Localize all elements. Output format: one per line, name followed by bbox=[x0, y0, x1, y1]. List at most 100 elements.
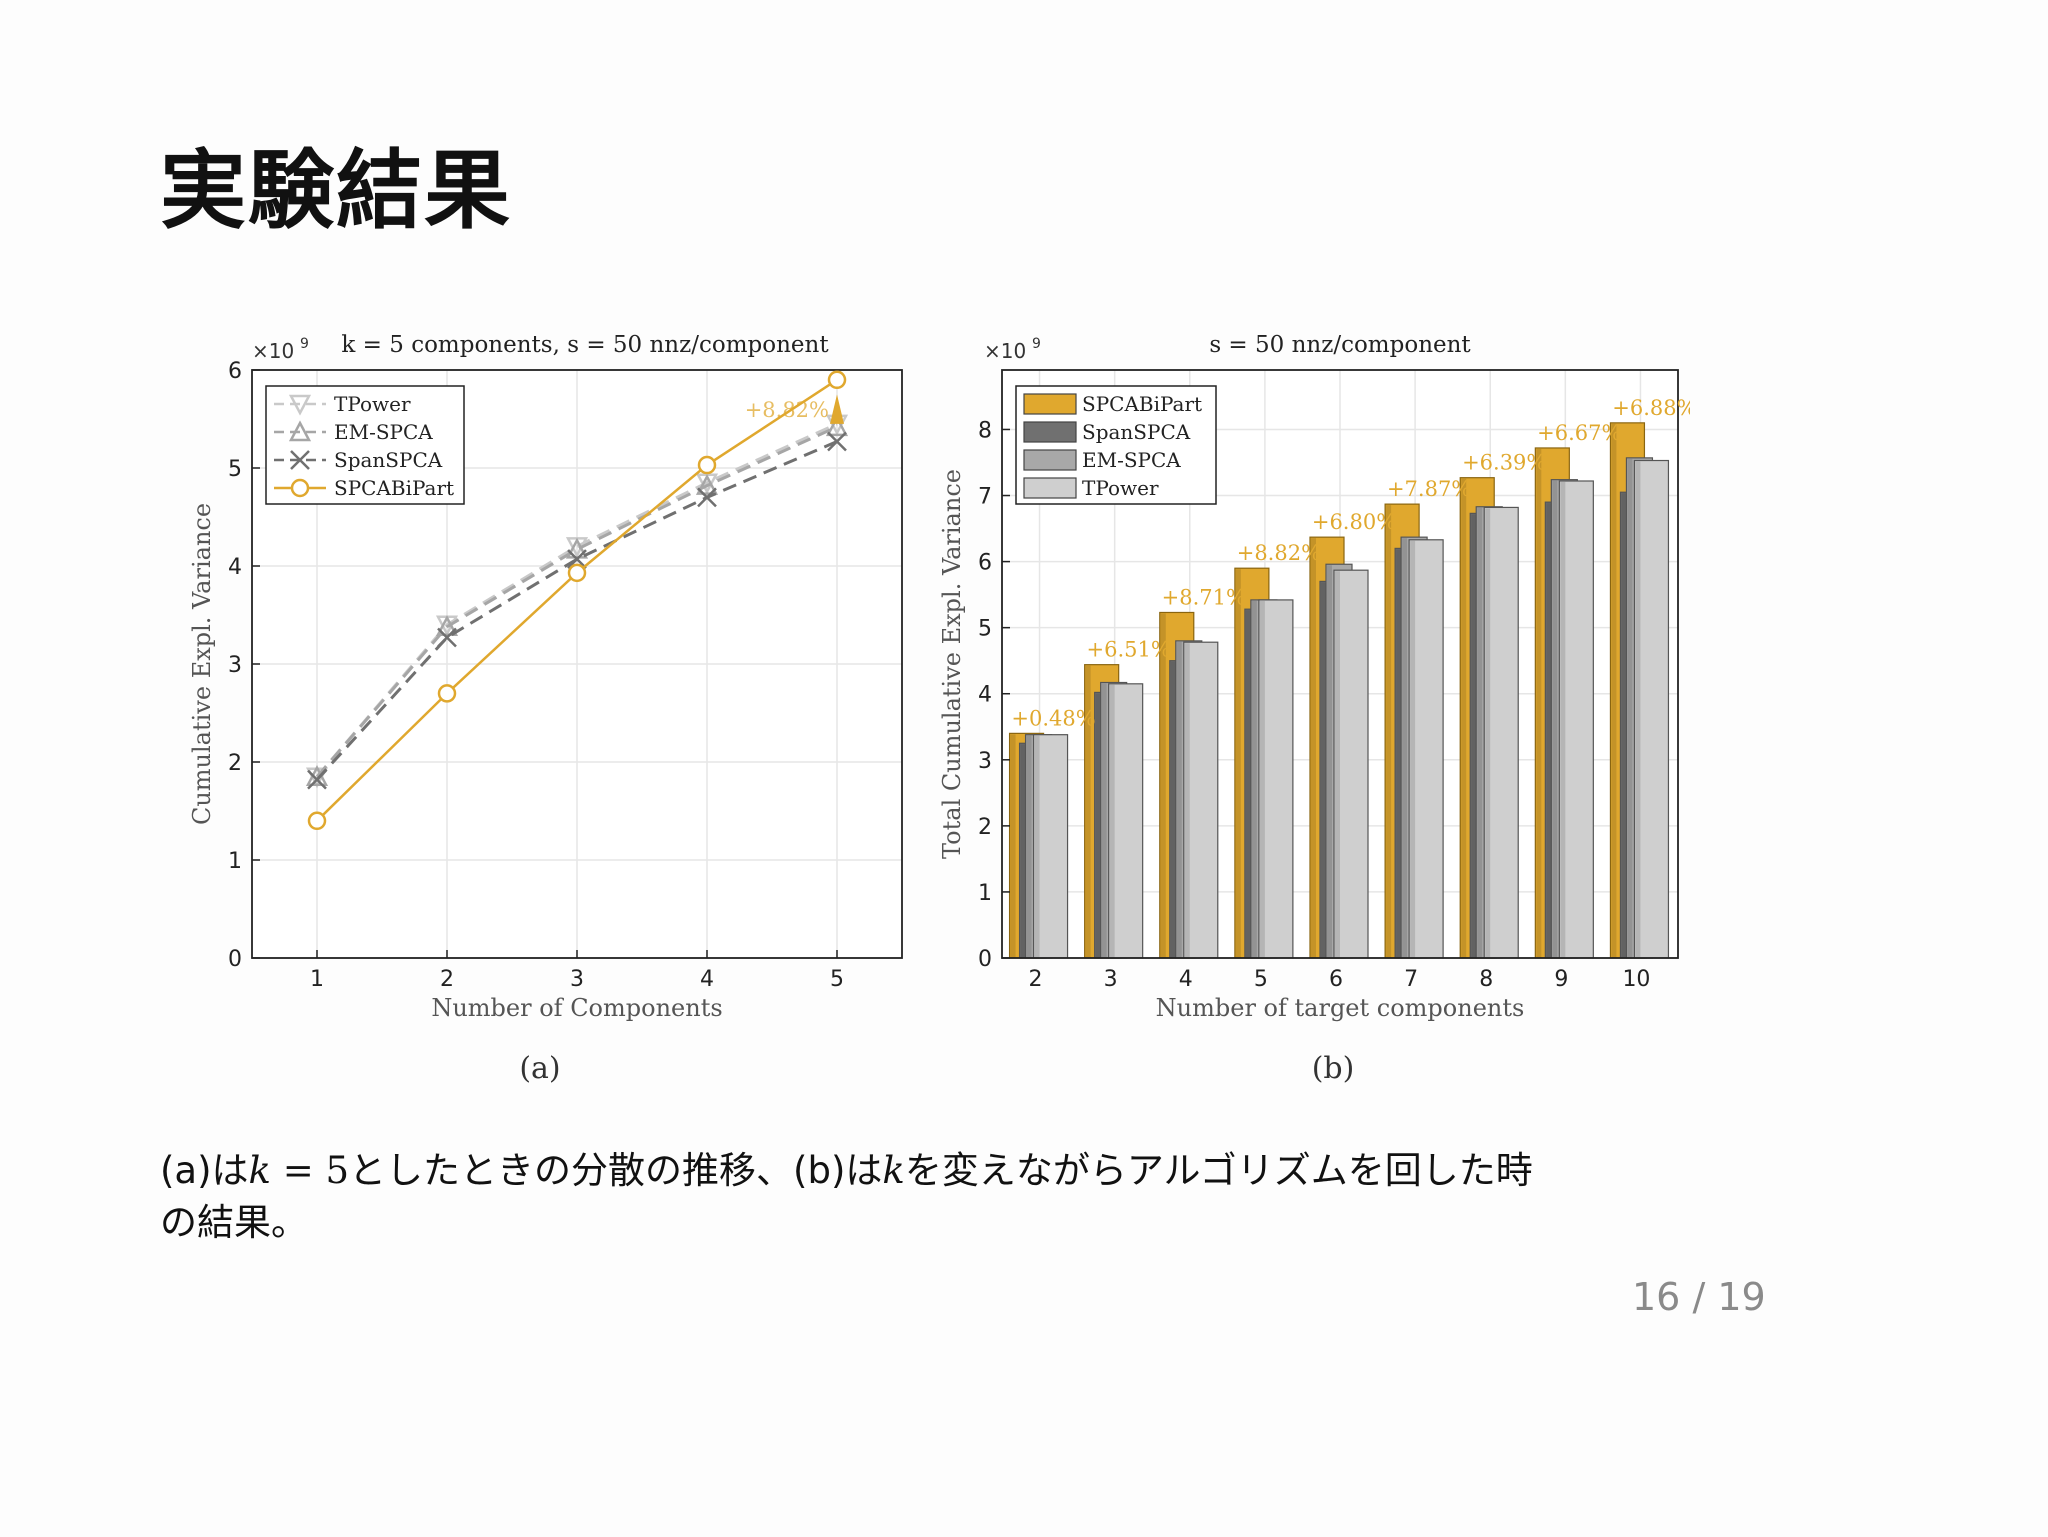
bar-shade bbox=[1095, 693, 1101, 958]
caption-equation: = 5 bbox=[270, 1149, 350, 1192]
caption-b-suffix: を変えながらアルゴリズムを回した時 bbox=[904, 1149, 1533, 1192]
data-point-EM-SPCA bbox=[565, 537, 589, 559]
legend-label: EM-SPCA bbox=[1082, 448, 1181, 472]
bar-TPower bbox=[1108, 683, 1144, 959]
x-tick-label: 2 bbox=[440, 967, 454, 992]
legend-marker bbox=[290, 450, 310, 470]
bar-shade bbox=[1109, 684, 1115, 958]
data-point-EM-SPCA bbox=[435, 615, 459, 637]
data-point-SpanSPCA bbox=[697, 487, 717, 508]
x-tick-label: 5 bbox=[1254, 967, 1268, 992]
bar-shade bbox=[1536, 448, 1542, 958]
data-point-SPCABiPart bbox=[567, 563, 587, 583]
panel-label: (a) bbox=[519, 1051, 560, 1086]
data-point-SpanSPCA bbox=[307, 769, 327, 790]
data-point-SPCABiPart bbox=[697, 455, 717, 475]
bar-TPower bbox=[1483, 506, 1519, 959]
y-tick-label: 6 bbox=[978, 551, 992, 576]
bar-shade bbox=[1461, 478, 1467, 958]
y-axis-label: Total Cumulative Expl. Variance bbox=[938, 469, 966, 859]
bar-TPower bbox=[1633, 459, 1670, 959]
figure-caption: (a)はk = 5としたときの分散の推移、(b)はkを変えながらアルゴリズムを回… bbox=[160, 1145, 1680, 1249]
chart-legend: TPower EM-SPCA SpanSPCA SPCABiPart bbox=[265, 385, 465, 505]
page-separator: / bbox=[1680, 1275, 1718, 1319]
legend-swatch bbox=[1023, 393, 1077, 415]
x-tick-label: 9 bbox=[1554, 967, 1568, 992]
bar-shade bbox=[1235, 569, 1241, 958]
data-point-SpanSPCA bbox=[437, 627, 457, 648]
x-tick-label: 7 bbox=[1404, 967, 1418, 992]
data-point-SPCABiPart bbox=[827, 370, 847, 390]
gain-annotation: +8.82% bbox=[1237, 541, 1321, 565]
legend-label: SpanSPCA bbox=[1082, 420, 1191, 444]
exponent-label: ×10 bbox=[984, 339, 1026, 363]
y-tick-label: 5 bbox=[228, 457, 242, 482]
x-tick-label: 5 bbox=[830, 967, 844, 992]
bar-shade bbox=[1327, 565, 1332, 958]
bar-shade bbox=[1170, 661, 1176, 958]
bar-shade bbox=[1085, 665, 1091, 958]
x-tick-label: 1 bbox=[310, 967, 324, 992]
chart-title: k = 5 components, s = 50 nnz/component bbox=[341, 332, 829, 358]
gain-annotation: +6.51% bbox=[1087, 638, 1171, 662]
data-point-SPCABiPart bbox=[437, 684, 457, 703]
caption-a-suffix: としたときの分散の推移、(b)は bbox=[349, 1149, 883, 1192]
legend-marker bbox=[290, 478, 310, 498]
x-tick-label: 6 bbox=[1329, 967, 1343, 992]
data-point-SpanSPCA bbox=[827, 431, 847, 452]
bar-TPower bbox=[1333, 569, 1369, 959]
bar-shade bbox=[1477, 507, 1483, 958]
y-tick-label: 8 bbox=[978, 418, 992, 443]
y-tick-label: 7 bbox=[978, 485, 992, 510]
y-tick-label: 1 bbox=[228, 849, 242, 874]
bar-shade bbox=[1251, 600, 1257, 958]
y-tick-label: 1 bbox=[978, 881, 992, 906]
bar-shade bbox=[1335, 571, 1340, 958]
exponent-power: 9 bbox=[1032, 336, 1041, 352]
bar-shade bbox=[1471, 514, 1477, 958]
y-tick-label: 5 bbox=[978, 617, 992, 642]
bar-shade bbox=[1611, 423, 1617, 958]
gain-annotation: +8.82% bbox=[745, 398, 829, 422]
legend-label: SPCABiPart bbox=[1082, 392, 1202, 416]
x-tick-label: 4 bbox=[1179, 967, 1193, 992]
page-number: 16 / 19 bbox=[1632, 1275, 1766, 1319]
bar-TPower bbox=[1408, 539, 1444, 959]
plot-frame bbox=[1001, 369, 1679, 959]
bar-shade bbox=[1627, 458, 1633, 958]
gain-annotation: +6.67% bbox=[1537, 421, 1621, 445]
chart-title: s = 50 nnz/component bbox=[1209, 332, 1471, 358]
exponent-power: 9 bbox=[300, 336, 309, 352]
bar-TPower bbox=[1558, 480, 1594, 959]
bar-shade bbox=[1184, 643, 1190, 958]
bar-shade bbox=[1026, 735, 1032, 958]
y-tick-label: 2 bbox=[978, 815, 992, 840]
data-point-EM-SPCA bbox=[695, 473, 719, 495]
gain-annotation: +6.88% bbox=[1612, 396, 1690, 420]
panel-label: (b) bbox=[1312, 1051, 1355, 1086]
page-total: 19 bbox=[1717, 1275, 1766, 1319]
bar-shade bbox=[1245, 610, 1251, 958]
caption-k-var-2: k bbox=[882, 1149, 905, 1192]
gain-annotation: +6.80% bbox=[1312, 510, 1396, 534]
gain-annotation: +8.71% bbox=[1162, 585, 1246, 609]
gain-annotation: +0.48% bbox=[1011, 706, 1095, 730]
legend-label: SpanSPCA bbox=[334, 448, 443, 472]
x-tick-label: 2 bbox=[1029, 967, 1043, 992]
x-tick-label: 8 bbox=[1479, 967, 1493, 992]
x-axis-label: Number of target components bbox=[1156, 994, 1525, 1022]
y-tick-label: 4 bbox=[228, 555, 242, 580]
exponent-label: ×10 bbox=[252, 339, 294, 363]
bar-shade bbox=[1160, 613, 1166, 958]
data-point-SpanSPCA bbox=[567, 549, 587, 570]
gain-arrow bbox=[830, 394, 844, 424]
y-tick-label: 3 bbox=[978, 749, 992, 774]
y-tick-label: 0 bbox=[228, 947, 242, 972]
legend-swatch bbox=[1023, 449, 1077, 471]
caption-k-var: k bbox=[248, 1149, 271, 1192]
data-point-EM-SPCA bbox=[825, 415, 849, 437]
bar-shade bbox=[1402, 538, 1408, 958]
y-tick-label: 0 bbox=[978, 947, 992, 972]
series-line-EM-SPCA bbox=[315, 425, 838, 778]
legend-marker bbox=[288, 420, 312, 442]
